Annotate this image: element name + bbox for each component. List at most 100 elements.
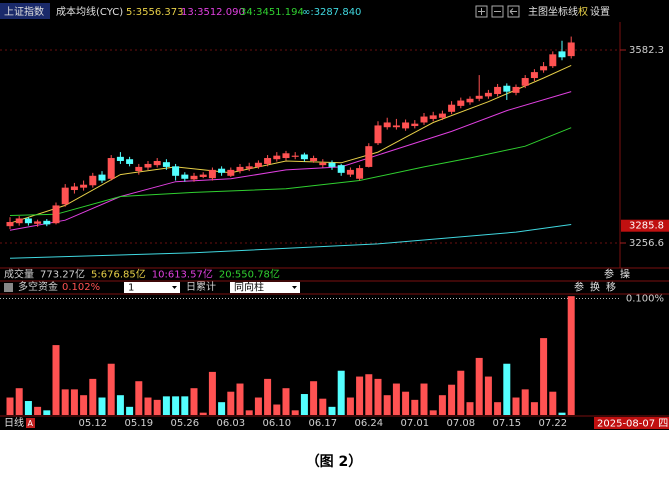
candle-body: [291, 155, 299, 157]
flow-bar: [89, 378, 97, 415]
candle-body: [558, 51, 566, 58]
flow-bar: [319, 398, 327, 415]
candle-body: [503, 85, 511, 92]
volume-header: 5:676.85亿: [91, 268, 146, 281]
ma-line: [9, 224, 572, 259]
candle-body: [466, 98, 474, 103]
flow-bar: [466, 402, 474, 415]
flow-bar: [218, 402, 226, 415]
toolbar-button[interactable]: 坐标线: [548, 5, 578, 18]
panel-button[interactable]: 参: [574, 281, 584, 294]
volume-header: 10:613.57亿: [152, 268, 213, 281]
candle-body: [24, 218, 32, 224]
flow-bar: [15, 388, 23, 415]
candle-body: [199, 174, 207, 177]
candle-body: [429, 115, 437, 119]
toolbar-button[interactable]: 设置: [590, 6, 610, 18]
candle-body: [6, 222, 14, 227]
last-price-label: 3285.8: [629, 221, 664, 232]
candle-body: [153, 160, 161, 166]
flow-bar: [558, 412, 566, 415]
x-tick-label: 07.22: [538, 418, 567, 429]
candle-body: [567, 42, 575, 57]
period: 日线: [4, 416, 24, 429]
panel-button[interactable]: 换: [590, 281, 600, 294]
flow-bar: [199, 412, 207, 415]
candle-body: [540, 66, 548, 71]
x-tick-label: 07.01: [400, 418, 429, 429]
flow-bar: [411, 399, 419, 415]
flow-bar: [153, 399, 161, 415]
mode: 日累计: [186, 280, 216, 293]
y-tick-label: 3256.6: [629, 238, 664, 249]
style-select[interactable]: [230, 282, 300, 293]
flow-bar: [374, 378, 382, 415]
candle-body: [411, 123, 419, 127]
last-price-box: [621, 219, 669, 232]
flow-bar: [448, 384, 456, 415]
flow-value: 0.102%: [62, 282, 100, 293]
legend-entry: 5:3556.373: [126, 7, 183, 18]
flow-bar: [80, 395, 88, 415]
candle-body: [512, 86, 520, 93]
flag: A: [28, 419, 34, 428]
candle-body: [402, 122, 410, 129]
back[interactable]: [507, 5, 520, 18]
y-tick-label: 3582.3: [629, 45, 664, 56]
candle-body: [172, 166, 180, 176]
flow-bar: [245, 410, 253, 415]
x-tick-label: 06.03: [216, 418, 245, 429]
panel-button[interactable]: 移: [606, 281, 616, 294]
candle-body: [530, 72, 538, 79]
flag-box: [26, 418, 35, 428]
flow-bar: [337, 370, 345, 415]
period-value: 1: [128, 283, 134, 294]
candle-body: [126, 159, 134, 164]
flow-bar: [484, 376, 492, 415]
candle-body: [420, 116, 428, 123]
flow-bar: [116, 395, 124, 415]
flow-bar: [402, 391, 410, 415]
flow-title: 多空资金: [18, 280, 58, 293]
candle-body: [374, 125, 382, 144]
panel-button[interactable]: 参: [604, 268, 614, 281]
candle-body: [245, 166, 253, 169]
dropdown-arrow: [172, 286, 177, 289]
candle-body: [15, 218, 23, 224]
flow-bar: [291, 410, 299, 415]
flow-bar: [383, 395, 391, 415]
legend-entry: 13:3512.090: [181, 7, 245, 18]
flow-bar: [107, 363, 115, 415]
zoom-in[interactable]: [475, 5, 488, 18]
candle-body: [457, 100, 465, 106]
help-icon[interactable]: [4, 283, 13, 292]
flow-bar: [126, 406, 134, 415]
flow-bar: [365, 374, 373, 415]
flow-bar: [208, 371, 216, 415]
candle-body: [236, 166, 244, 172]
panel-button[interactable]: 操: [620, 268, 630, 281]
dropdown-arrow: [292, 286, 297, 289]
flow-bar: [181, 396, 189, 415]
zoom-out[interactable]: [491, 5, 504, 18]
volume-header: 成交量: [4, 268, 34, 281]
flow-bar: [144, 397, 152, 415]
flow-bar: [328, 406, 336, 415]
flow-bar: [236, 383, 244, 415]
toolbar-icons[interactable]: [475, 5, 520, 18]
flow-bar: [438, 395, 446, 415]
ma-line: [9, 127, 572, 216]
period-select[interactable]: [124, 282, 180, 293]
candle-body: [521, 78, 529, 86]
toolbar-button[interactable]: 权: [578, 5, 588, 18]
candle-body: [107, 158, 115, 179]
volume-header: 20:550.78亿: [219, 268, 280, 281]
candle-body: [89, 175, 97, 186]
candle-body: [135, 166, 143, 172]
candle-body: [181, 174, 189, 179]
flow-bar: [457, 370, 465, 415]
toolbar-button[interactable]: 主图: [528, 6, 548, 18]
candle-body: [549, 54, 557, 67]
flow-bar: [227, 391, 235, 415]
